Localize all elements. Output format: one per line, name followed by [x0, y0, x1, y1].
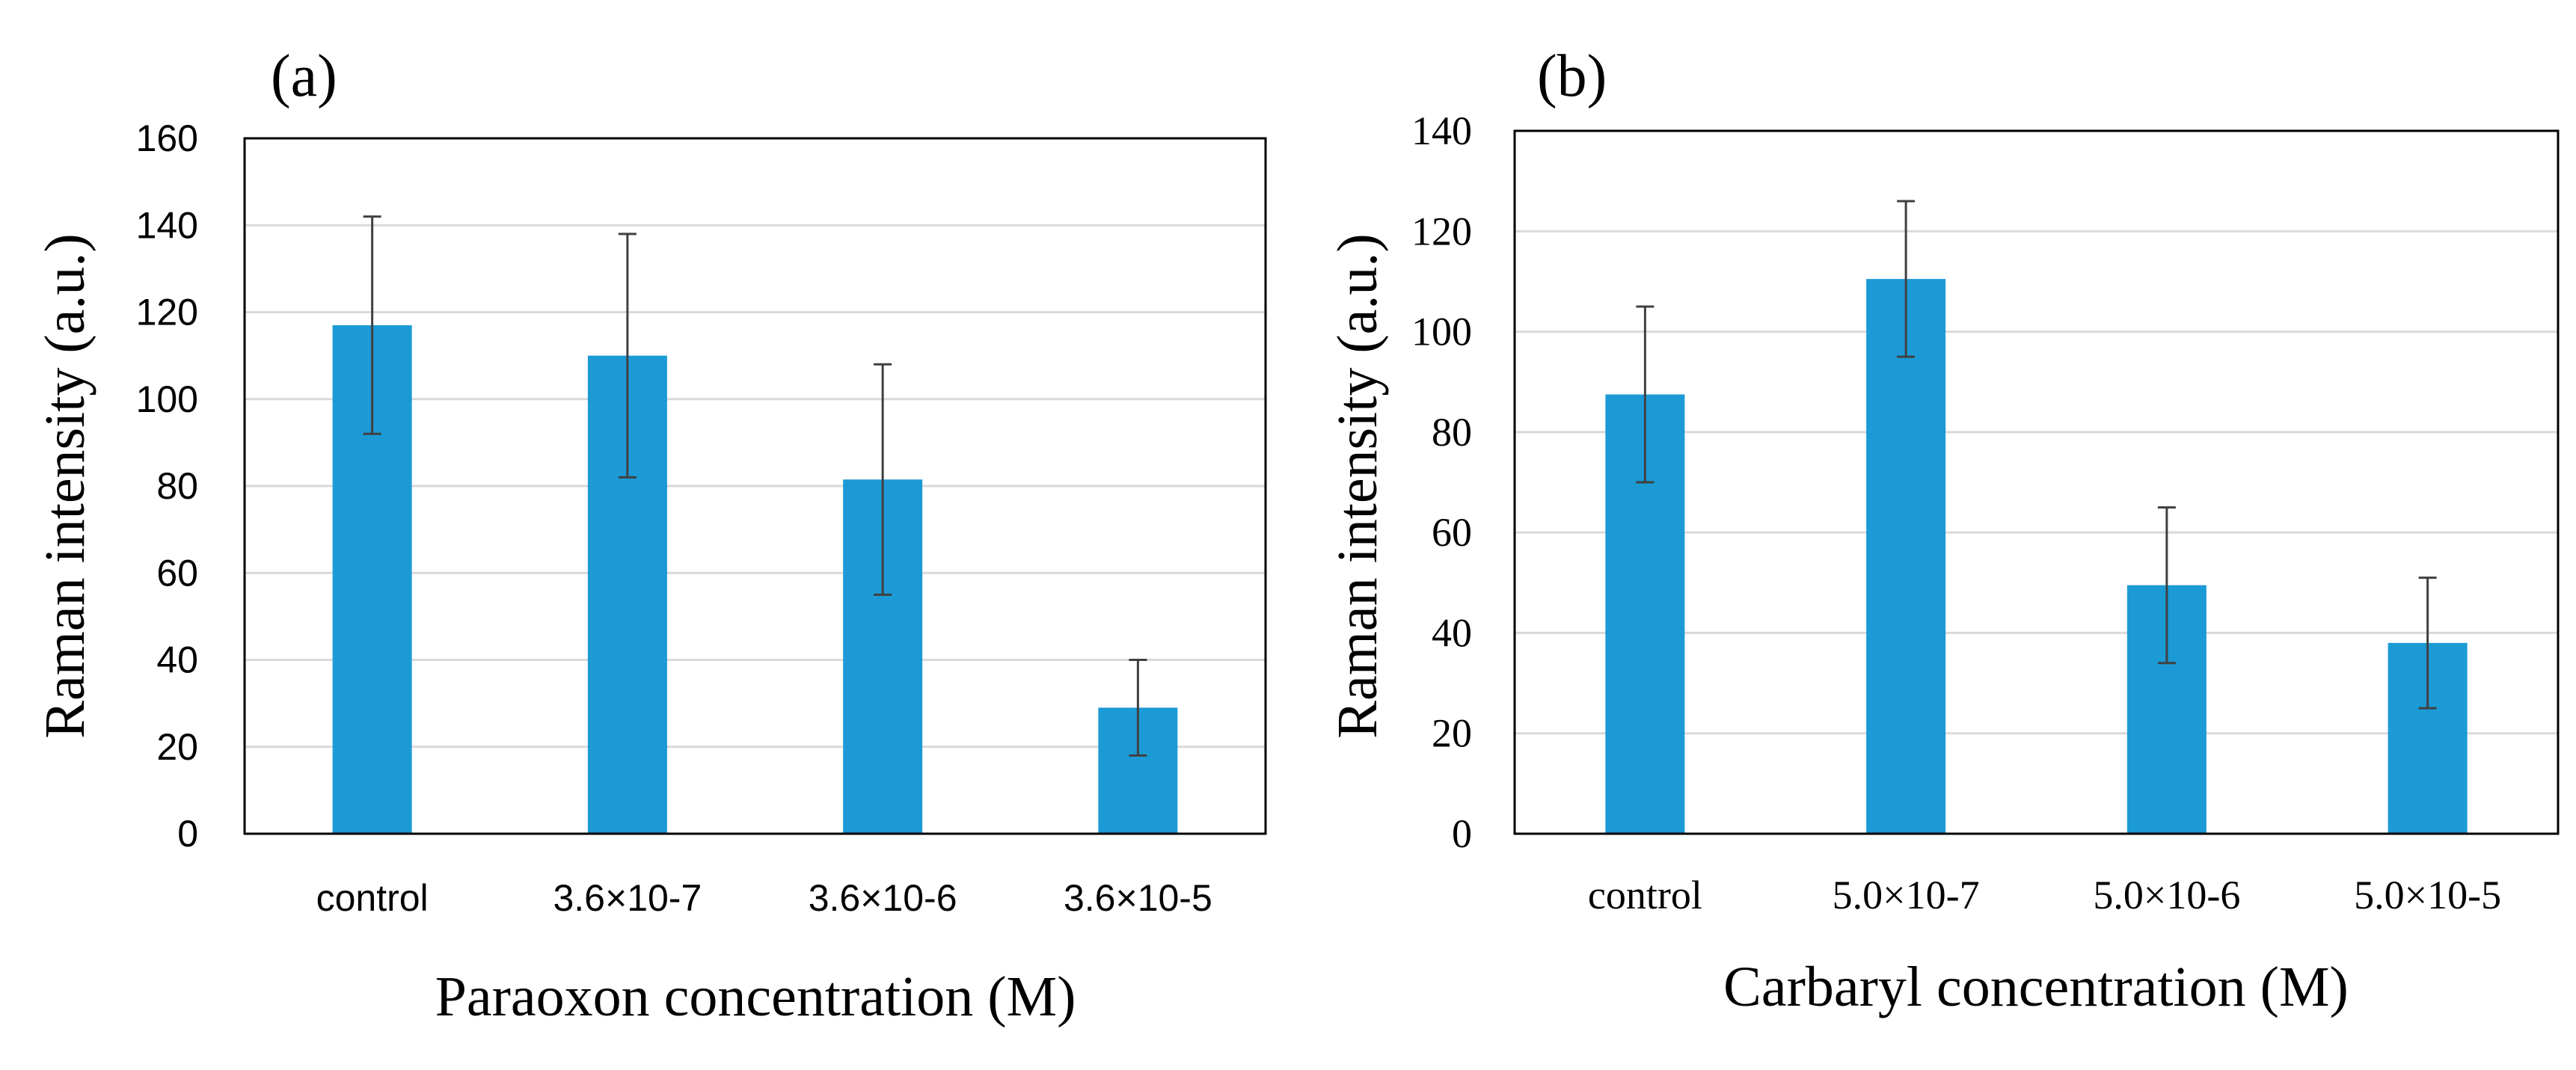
panel-b-gridlines: [1515, 230, 2558, 735]
panel-b-y-tick-label: 120: [1411, 209, 1472, 253]
panel-a-x-tick-label: 3.6×10-6: [809, 877, 957, 919]
panel-a-gridlines: [245, 224, 1266, 748]
panel-a-y-tick-label: 40: [156, 639, 198, 681]
panel-a-y-tick-label: 80: [156, 465, 198, 507]
panel-b-y-tick-label: 80: [1432, 410, 1472, 455]
panel-a-y-tick-label: 160: [136, 117, 198, 159]
panel-a-bars: [332, 325, 1178, 834]
panel-b-y-tick-label: 60: [1432, 510, 1472, 555]
panel-b-y-tick-label: 40: [1432, 610, 1472, 655]
panel-b-error-bars: [1636, 200, 2437, 710]
panel-b-y-tick-labels: 0 20 40 60 80 100 120 140: [1411, 108, 1472, 856]
panel-a-y-tick-label: 60: [156, 552, 198, 594]
panel-b-label: (b): [1537, 43, 1607, 109]
panel-a-y-tick-label: 140: [136, 204, 198, 246]
panel-a-x-tick-label: 3.6×10-5: [1064, 877, 1212, 919]
panel-b-x-tick-label: control: [1588, 873, 1702, 917]
panel-a-y-tick-label: 0: [177, 813, 198, 855]
panel-b-y-tick-label: 140: [1411, 108, 1472, 153]
panel-a-x-tick-label: 3.6×10-7: [553, 877, 702, 919]
panel-b-plot-frame: [1513, 129, 2560, 835]
panel-b-x-tick-label: 5.0×10-7: [1833, 873, 1980, 917]
panel-b-bars: [1605, 279, 2468, 834]
panel-b-y-tick-label: 100: [1411, 310, 1472, 354]
panel-b-x-axis-title: Carbaryl concentration (M): [1723, 956, 2349, 1018]
panel-a-y-tick-label: 20: [156, 726, 198, 768]
panel-b-x-tick-label: 5.0×10-6: [2093, 873, 2240, 917]
panel-a-plot-frame: [243, 137, 1267, 835]
panel-b-x-tick-labels: control 5.0×10-7 5.0×10-6 5.0×10-5: [1588, 873, 2501, 917]
panel-b-bar: [1866, 279, 1946, 834]
panel-a: (a) 0 20 40 60 80 100 120 140 160 control 3.6×10-…: [34, 43, 1267, 1028]
panel-b-y-tick-label: 20: [1432, 711, 1472, 756]
panel-a-x-tick-labels: control 3.6×10-7 3.6×10-6 3.6×10-5: [316, 877, 1212, 919]
panel-b-y-tick-label: 0: [1452, 811, 1472, 856]
panel-a-x-tick-label: control: [316, 877, 429, 919]
panel-a-y-axis-title: Raman intensity (a.u.): [34, 233, 96, 738]
panel-a-label: (a): [271, 43, 337, 109]
panel-b-x-tick-label: 5.0×10-5: [2354, 873, 2501, 917]
panel-a-error-bars: [363, 215, 1147, 757]
panel-b-y-axis-title: Raman intensity (a.u.): [1326, 233, 1389, 738]
panel-a-x-axis-title: Paraoxon concentration (M): [435, 965, 1076, 1028]
panel-a-y-tick-label: 120: [136, 292, 198, 333]
panel-a-y-tick-label: 100: [136, 378, 198, 420]
panel-b: (b) 0 20 40 60 80 100 120 140 control 5.0×10-7 5.…: [1326, 43, 2560, 1018]
panel-a-y-tick-labels: 0 20 40 60 80 100 120 140 160: [136, 117, 198, 855]
